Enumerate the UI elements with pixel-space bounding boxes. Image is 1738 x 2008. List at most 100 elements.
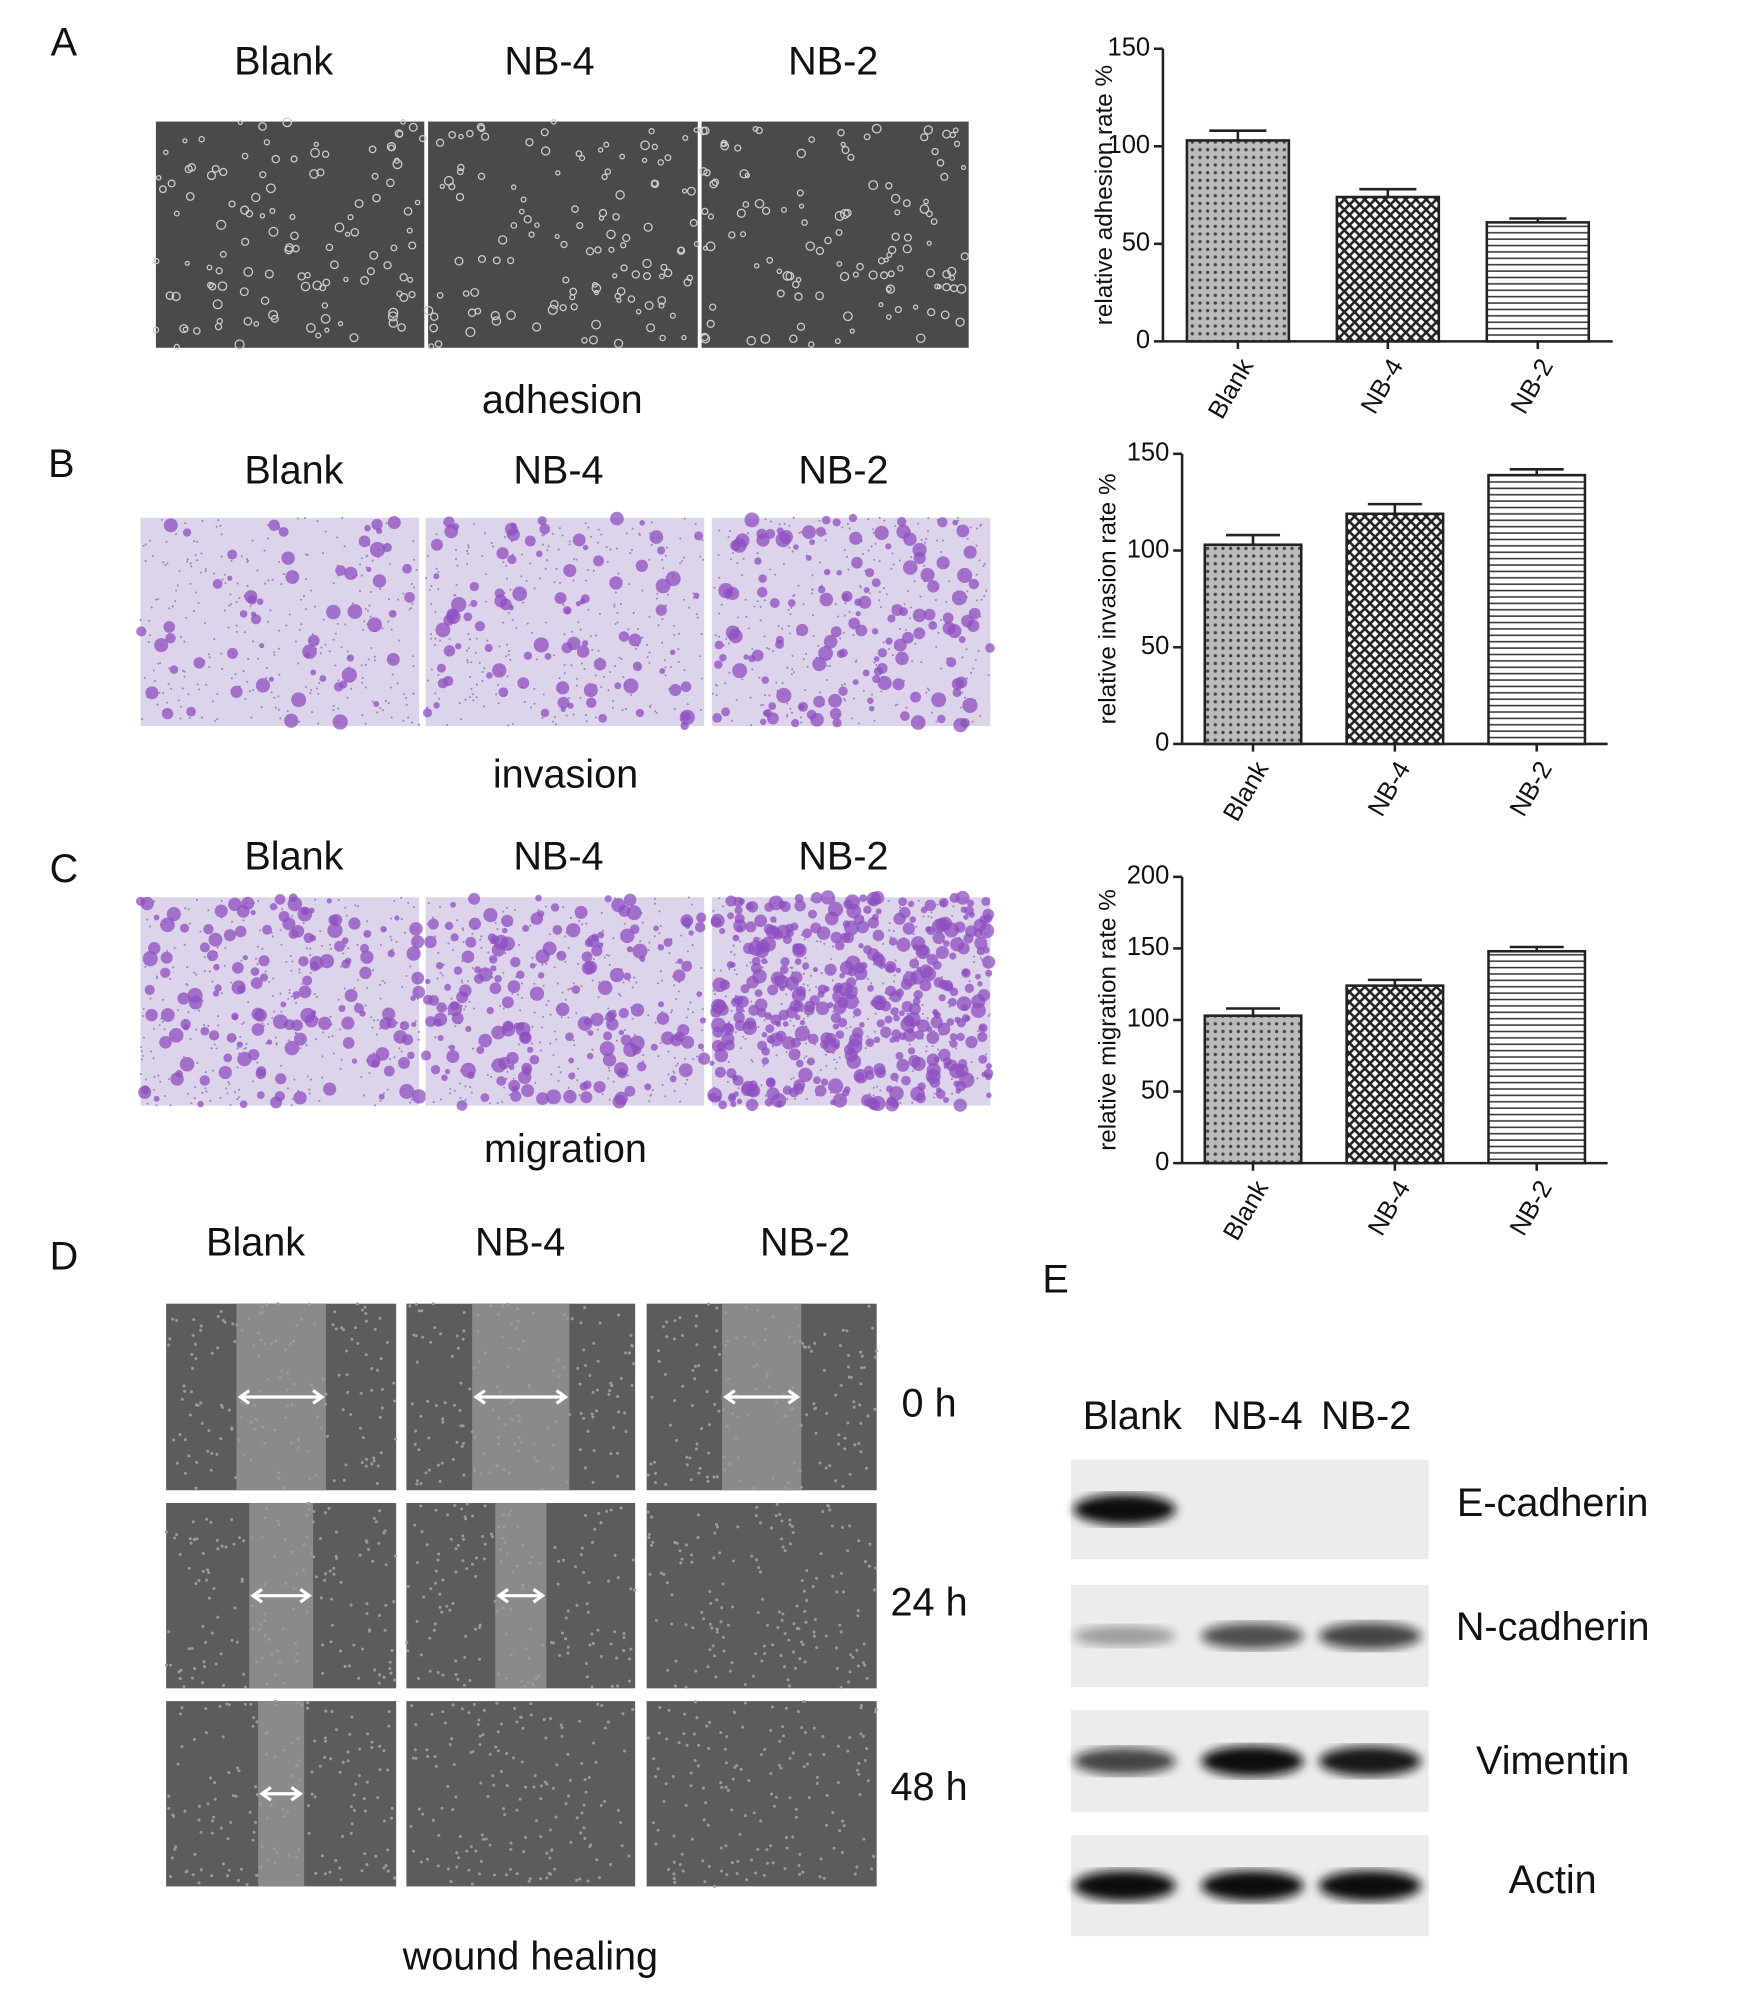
speck xyxy=(676,1062,679,1065)
cell xyxy=(732,1559,736,1563)
cell xyxy=(708,1589,712,1594)
cell xyxy=(315,332,322,339)
cell xyxy=(550,118,557,125)
speck xyxy=(413,558,416,561)
speck xyxy=(841,526,844,529)
cell xyxy=(298,985,312,999)
cell xyxy=(312,1322,317,1326)
cell xyxy=(719,1781,723,1785)
speck xyxy=(772,649,775,652)
cell xyxy=(425,1543,429,1547)
speck xyxy=(607,1007,610,1010)
speck xyxy=(193,971,196,974)
cell xyxy=(725,625,740,640)
cell xyxy=(765,1374,769,1378)
cell xyxy=(819,592,834,607)
image-bg xyxy=(646,1503,877,1689)
cell xyxy=(726,1788,730,1792)
speck xyxy=(935,645,938,648)
time-label: 48 h xyxy=(891,1765,968,1809)
cell xyxy=(515,1307,520,1311)
cell xyxy=(499,1390,503,1394)
speck xyxy=(867,1017,870,1021)
cell xyxy=(382,542,392,553)
cell xyxy=(456,1100,468,1111)
cell xyxy=(889,1086,904,1101)
cell xyxy=(572,533,586,547)
cell xyxy=(802,1699,806,1704)
cell xyxy=(815,1001,830,1016)
cell xyxy=(411,935,425,949)
cell xyxy=(658,302,665,309)
cell xyxy=(239,610,248,618)
cell xyxy=(613,1553,617,1557)
cell xyxy=(793,544,799,550)
cell xyxy=(961,1014,970,1023)
cell xyxy=(636,1061,647,1072)
speck xyxy=(282,573,285,576)
speck xyxy=(766,646,769,650)
speck xyxy=(226,1092,229,1095)
speck xyxy=(961,656,964,659)
y-axis-label: relative adhesion rate % xyxy=(1091,65,1118,325)
cell xyxy=(178,1677,182,1681)
cell xyxy=(180,1706,184,1710)
cell xyxy=(581,337,588,344)
speck xyxy=(788,546,791,549)
cell xyxy=(654,1842,658,1846)
cell xyxy=(711,178,720,187)
speck xyxy=(346,696,349,699)
speck xyxy=(686,950,689,953)
speck xyxy=(189,562,192,565)
cell xyxy=(282,1748,286,1752)
speck xyxy=(664,1095,667,1098)
cell xyxy=(222,1683,226,1687)
speck xyxy=(736,616,739,619)
speck xyxy=(298,628,301,631)
cell xyxy=(305,1706,309,1710)
cell xyxy=(768,1078,775,1085)
cell xyxy=(346,1390,350,1394)
cell xyxy=(497,1416,501,1420)
speck xyxy=(695,613,698,616)
cell xyxy=(270,314,279,323)
speck xyxy=(415,569,418,572)
speck xyxy=(336,622,339,625)
cell xyxy=(210,1351,214,1355)
speck xyxy=(344,944,347,947)
speck xyxy=(238,1088,241,1091)
cell xyxy=(341,1408,345,1412)
cell xyxy=(888,937,898,946)
cell xyxy=(529,1702,533,1706)
cell xyxy=(284,713,299,728)
speck xyxy=(179,705,182,708)
cell xyxy=(416,1676,421,1681)
speck xyxy=(777,625,780,628)
cell xyxy=(756,1611,760,1615)
speck xyxy=(805,652,808,655)
cell xyxy=(394,129,404,138)
cell xyxy=(483,1351,487,1355)
cell xyxy=(718,1551,722,1555)
cell xyxy=(310,1792,314,1796)
cell xyxy=(968,578,979,590)
error-bar xyxy=(1367,502,1422,514)
cell xyxy=(608,1389,612,1393)
speck xyxy=(337,898,340,902)
cell xyxy=(435,138,445,147)
cell xyxy=(259,171,267,179)
cell xyxy=(167,1794,171,1798)
cell xyxy=(496,1730,500,1734)
cell xyxy=(891,232,900,241)
cell xyxy=(836,1744,840,1748)
speck xyxy=(155,975,158,978)
speck xyxy=(879,1089,882,1092)
speck xyxy=(358,590,362,593)
cell xyxy=(759,1521,763,1525)
speck xyxy=(213,638,216,641)
cell xyxy=(260,296,270,305)
cell xyxy=(221,1735,225,1739)
cell xyxy=(282,1681,286,1685)
cell xyxy=(616,1684,620,1688)
cell xyxy=(166,907,181,922)
